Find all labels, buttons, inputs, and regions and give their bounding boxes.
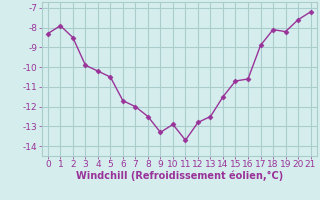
X-axis label: Windchill (Refroidissement éolien,°C): Windchill (Refroidissement éolien,°C) bbox=[76, 171, 283, 181]
